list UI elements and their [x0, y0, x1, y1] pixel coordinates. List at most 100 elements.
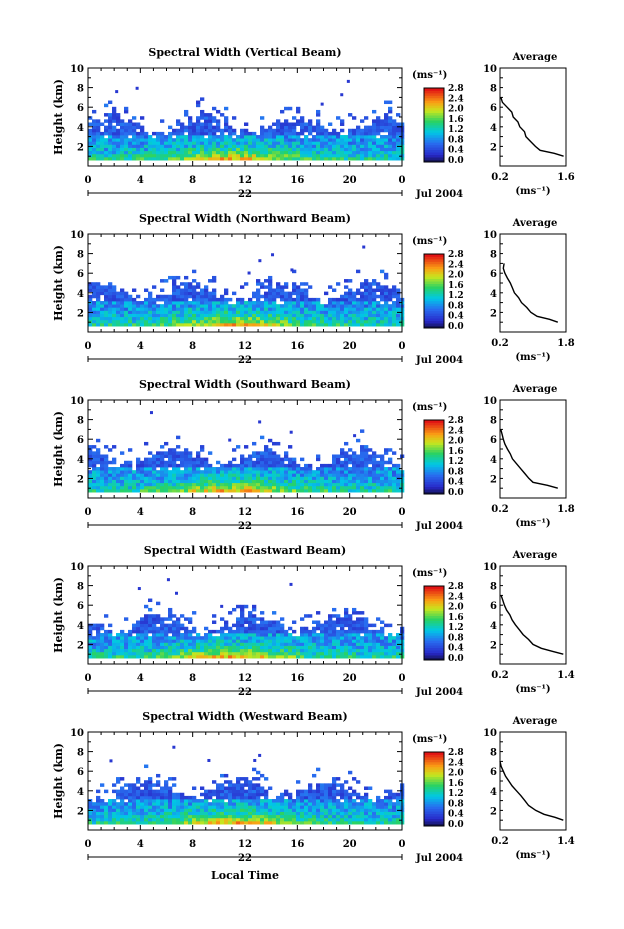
heatmap-cell	[392, 470, 397, 474]
heatmap-cell	[344, 153, 349, 158]
heatmap-cell	[232, 150, 237, 155]
heatmap-cell	[256, 473, 261, 477]
colorbar-segment	[424, 479, 444, 483]
colorbar-frame	[423, 419, 445, 495]
heatmap-cell	[280, 617, 285, 621]
heatmap-cell	[256, 617, 261, 621]
heatmap-cell	[124, 792, 129, 797]
heatmap-cell	[196, 467, 201, 471]
heatmap-cell	[340, 470, 345, 474]
heatmap-cell	[124, 817, 129, 822]
heatmap-cell	[228, 310, 233, 314]
heatmap-cell	[376, 467, 381, 471]
heatmap-cell	[308, 307, 313, 311]
heatmap-cell	[132, 313, 137, 318]
heatmap-cell	[164, 648, 169, 653]
heatmap-cell	[200, 297, 205, 302]
heatmap-cell	[220, 633, 225, 637]
heatmap-cell	[376, 654, 381, 659]
heatmap-cell	[392, 301, 397, 305]
heatmap-cell	[248, 150, 253, 155]
heatmap-cell	[204, 457, 209, 462]
heatmap-cell	[320, 473, 325, 477]
heatmap-cell	[144, 795, 149, 800]
heatmap-cell	[256, 150, 261, 155]
heatmap-cell	[160, 642, 165, 646]
heatmap-cell	[344, 614, 349, 618]
heatmap-cell	[172, 285, 177, 289]
heatmap-cell	[200, 648, 205, 653]
heatmap-cell	[384, 291, 389, 296]
heatmap-cell	[392, 639, 397, 643]
heatmap-cell	[168, 297, 173, 302]
heatmap-cell	[184, 485, 189, 490]
heatmap-cell	[240, 651, 245, 656]
heatmap-cell	[172, 473, 177, 477]
heatmap-cell	[144, 642, 149, 646]
heatmap-cell	[220, 636, 225, 640]
heatmap-cell	[200, 808, 205, 812]
heatmap-cell	[320, 319, 325, 324]
heatmap-cell	[388, 316, 393, 321]
heatmap-cell	[364, 141, 369, 145]
heatmap-cell	[356, 642, 361, 646]
heatmap-cell	[188, 144, 193, 148]
heatmap-cell	[136, 799, 141, 803]
heatmap-cell	[180, 476, 185, 480]
heatmap-cell	[384, 135, 389, 139]
heatmap-cell	[384, 651, 389, 656]
heatmap-cell	[128, 645, 133, 650]
heatmap-cell	[248, 636, 253, 640]
heatmap-cell	[176, 651, 181, 656]
heatmap-cell	[304, 301, 309, 305]
colorbar-segment	[424, 144, 444, 148]
heatmap-cell	[380, 304, 385, 308]
heatmap-cell	[188, 131, 193, 136]
heatmap-cell	[104, 479, 109, 484]
heatmap-cell	[248, 817, 253, 822]
heatmap-cell	[240, 156, 245, 161]
heatmap-cell	[156, 783, 161, 787]
heatmap-cell	[360, 617, 365, 621]
heatmap-cell	[240, 648, 245, 653]
heatmap-cell	[100, 285, 105, 289]
heatmap-cell	[316, 479, 321, 484]
heatmap-cell	[308, 313, 313, 318]
heatmap-cell	[128, 313, 133, 318]
heatmap-cell	[196, 814, 201, 819]
heatmap-cell	[340, 307, 345, 311]
heatmap-cell	[172, 651, 177, 656]
heatmap-cell	[104, 802, 109, 806]
colorbar-segment	[424, 459, 444, 463]
heatmap-cell	[104, 113, 109, 117]
heatmap-cell	[264, 645, 269, 650]
heatmap-cell	[328, 304, 333, 308]
heatmap-cell	[196, 651, 201, 656]
heatmap-cell	[328, 623, 333, 628]
colorbar-segment	[424, 424, 444, 428]
heatmap-cell	[264, 153, 269, 158]
heatmap-cell	[316, 645, 321, 650]
heatmap-cell	[264, 451, 269, 455]
heatmap-cell	[112, 138, 117, 142]
heatmap-cell	[196, 100, 201, 105]
heatmap-cell	[300, 467, 305, 471]
heatmap-cell	[252, 654, 257, 659]
heatmap-cell	[232, 820, 237, 825]
heatmap-cell	[140, 156, 145, 161]
heatmap-cell	[112, 808, 117, 812]
heatmap-cell	[280, 473, 285, 477]
heatmap-cell	[152, 802, 157, 806]
heatmap-cell	[296, 106, 301, 111]
heatmap-cell	[148, 470, 153, 474]
heatmap-cell	[360, 138, 365, 142]
heatmap-cell	[208, 820, 213, 825]
heatmap-cell	[288, 814, 293, 819]
heatmap-cell	[288, 473, 293, 477]
heatmap-cell	[92, 654, 97, 659]
heatmap-cell	[376, 322, 381, 327]
heatmap-cell	[216, 654, 221, 659]
heatmap-cell	[152, 307, 157, 311]
heatmap-cell	[160, 820, 165, 825]
heatmap-cell	[132, 473, 137, 477]
